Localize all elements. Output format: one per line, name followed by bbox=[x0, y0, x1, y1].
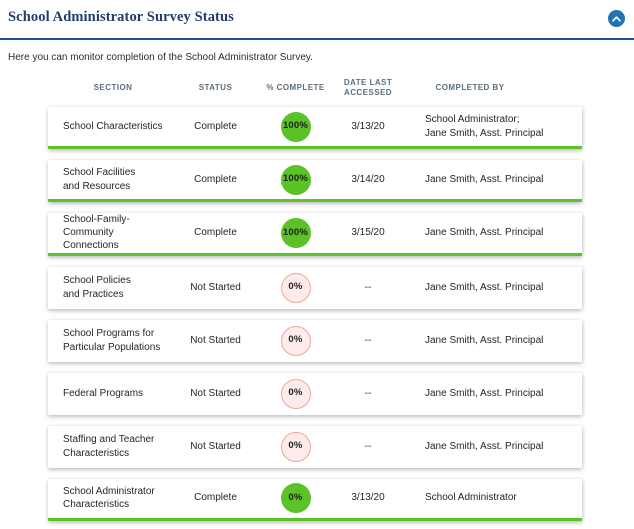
percent-badge: 0% bbox=[280, 431, 311, 462]
percent-cell: 0% bbox=[253, 272, 338, 303]
percent-badge: 0% bbox=[280, 483, 311, 514]
date-last-accessed-cell: 3/15/20 bbox=[351, 227, 385, 239]
status-cell: Not Started bbox=[190, 440, 241, 452]
section-cell: School Policies and Practices bbox=[63, 275, 131, 300]
survey-status-table: SECTION STATUS % COMPLETE DATE LAST ACCE… bbox=[48, 73, 582, 521]
page-title: School Administrator Survey Status bbox=[8, 9, 234, 25]
completed-by-cell: Jane Smith, Asst. Principal bbox=[425, 173, 544, 185]
table-row: Federal Programs Not Started 0% -- Jane … bbox=[48, 372, 582, 415]
table-row: School Programs for Particular Populatio… bbox=[48, 319, 582, 362]
section-divider bbox=[0, 38, 634, 40]
section-cell: School Facilities and Resources bbox=[63, 167, 136, 192]
date-last-accessed-cell: -- bbox=[364, 387, 372, 399]
column-header-date-last-accessed: DATE LAST ACCESSED bbox=[343, 77, 393, 97]
percent-badge: 100% bbox=[280, 217, 311, 248]
date-last-accessed-cell: 3/13/20 bbox=[351, 492, 385, 504]
section-cell: School Programs for Particular Populatio… bbox=[63, 328, 161, 353]
panel-header: School Administrator Survey Status bbox=[0, 0, 634, 30]
column-header-status: STATUS bbox=[198, 82, 233, 92]
status-cell: Complete bbox=[194, 173, 237, 185]
table-row: School-Family-Community Connections Comp… bbox=[48, 213, 582, 256]
column-header-percent-complete: % COMPLETE bbox=[266, 82, 325, 92]
completed-by-cell: School Administrator; Jane Smith, Asst. … bbox=[425, 114, 544, 139]
table-header-row: SECTION STATUS % COMPLETE DATE LAST ACCE… bbox=[48, 73, 582, 103]
date-last-accessed-cell: 3/14/20 bbox=[351, 173, 385, 185]
percent-cell: 100% bbox=[253, 111, 338, 142]
completed-by-cell: School Administrator bbox=[425, 492, 517, 504]
completed-by-cell: Jane Smith, Asst. Principal bbox=[425, 281, 544, 293]
section-cell: School-Family-Community Connections bbox=[63, 214, 130, 252]
table-row: School Facilities and Resources Complete… bbox=[48, 160, 582, 202]
table-row: School Characteristics Complete 100% 3/1… bbox=[48, 107, 582, 149]
percent-cell: 100% bbox=[253, 164, 338, 195]
status-cell: Not Started bbox=[190, 387, 241, 399]
status-cell: Not Started bbox=[190, 281, 241, 293]
chevron-up-icon bbox=[612, 15, 621, 22]
date-last-accessed-cell: -- bbox=[364, 440, 372, 452]
status-cell: Complete bbox=[194, 227, 237, 239]
percent-cell: 0% bbox=[253, 483, 338, 514]
completed-by-cell: Jane Smith, Asst. Principal bbox=[425, 440, 544, 452]
column-header-completed-by: COMPLETED BY bbox=[435, 82, 505, 92]
percent-cell: 100% bbox=[253, 217, 338, 248]
section-cell: Federal Programs bbox=[63, 387, 144, 399]
completed-by-cell: Jane Smith, Asst. Principal bbox=[425, 227, 544, 239]
table-row: School Policies and Practices Not Starte… bbox=[48, 266, 582, 309]
percent-badge: 100% bbox=[280, 111, 311, 142]
collapse-button[interactable] bbox=[608, 10, 625, 27]
section-cell: School Administrator Characteristics bbox=[63, 485, 155, 511]
section-cell: School Characteristics bbox=[63, 120, 163, 132]
percent-badge: 100% bbox=[280, 164, 311, 195]
table-row: Staffing and Teacher Characteristics Not… bbox=[48, 425, 582, 468]
section-cell: Staffing and Teacher Characteristics bbox=[63, 434, 155, 459]
column-header-section: SECTION bbox=[93, 82, 133, 92]
percent-cell: 0% bbox=[253, 325, 338, 356]
date-last-accessed-cell: -- bbox=[364, 334, 372, 346]
status-cell: Complete bbox=[194, 492, 237, 504]
percent-cell: 0% bbox=[253, 431, 338, 462]
status-cell: Complete bbox=[194, 120, 237, 132]
table-row: School Administrator Characteristics Com… bbox=[48, 478, 582, 521]
percent-badge: 0% bbox=[280, 325, 311, 356]
date-last-accessed-cell: -- bbox=[364, 281, 372, 293]
percent-badge: 0% bbox=[280, 272, 311, 303]
percent-badge: 0% bbox=[280, 378, 311, 409]
percent-cell: 0% bbox=[253, 378, 338, 409]
status-cell: Not Started bbox=[190, 334, 241, 346]
intro-text: Here you can monitor completion of the S… bbox=[8, 52, 313, 63]
completed-by-cell: Jane Smith, Asst. Principal bbox=[425, 334, 544, 346]
completed-by-cell: Jane Smith, Asst. Principal bbox=[425, 387, 544, 399]
date-last-accessed-cell: 3/13/20 bbox=[351, 120, 385, 132]
